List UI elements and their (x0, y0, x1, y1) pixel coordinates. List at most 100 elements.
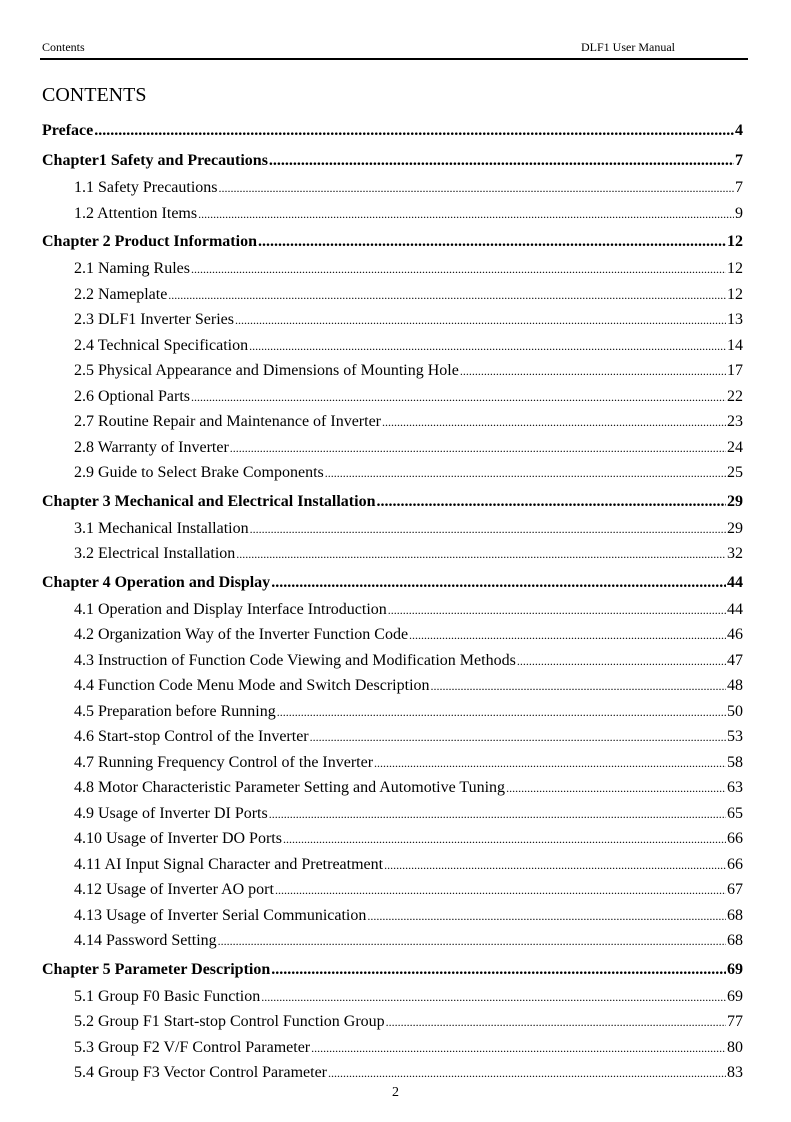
toc-section-entry[interactable]: 2.5 Physical Appearance and Dimensions o… (42, 358, 743, 384)
toc-section-entry[interactable]: 5.2 Group F1 Start-stop Control Function… (42, 1009, 743, 1035)
toc-entry-page: 23 (727, 413, 743, 430)
toc-section-entry[interactable]: 5.1 Group F0 Basic Function 69 (42, 984, 743, 1010)
toc-entry-label: Chapter1 Safety and Precautions (42, 152, 268, 169)
toc-entry-label: 5.4 Group F3 Vector Control Parameter (74, 1064, 327, 1081)
toc-entry-label: 5.3 Group F2 V/F Control Parameter (74, 1038, 311, 1056)
toc-chapter-entry[interactable]: Chapter 3 Mechanical and Electrical Inst… (42, 487, 743, 516)
toc-entry-label: 2.3 DLF1 Inverter Series (74, 311, 234, 328)
toc-section-entry[interactable]: 2.1 Naming Rules 12 (42, 256, 743, 282)
dot-leader (275, 877, 726, 903)
toc-entry-page: 32 (727, 545, 743, 562)
toc-chapter-entry[interactable]: Chapter 2 Product Information 12 (42, 227, 743, 256)
toc-entry-page: 63 (727, 779, 743, 796)
toc-section-entry[interactable]: 4.4 Function Code Menu Mode and Switch D… (42, 673, 743, 699)
toc-section-entry[interactable]: 4.11 AI Input Signal Character and Pretr… (42, 852, 743, 878)
toc-section-entry[interactable]: 4.8 Motor Characteristic Parameter Setti… (42, 775, 743, 801)
table-of-contents: Preface 4 Chapter1 Safety and Precautions 7… (42, 115, 743, 1086)
dot-leader (310, 724, 726, 750)
toc-section-entry[interactable]: 4.14 Password Setting 68 (42, 928, 743, 954)
toc-entry-page: 22 (727, 387, 743, 405)
toc-entry-label: Chapter 3 Mechanical and Electrical Inst… (42, 492, 376, 510)
toc-entry-page: 9 (735, 204, 743, 222)
toc-entry-label: 4.11 AI Input Signal Character and Pretr… (74, 855, 384, 873)
toc-section-entry[interactable]: 1.1 Safety Precautions 7 (42, 175, 743, 201)
dot-leader (283, 826, 726, 852)
toc-section-entry[interactable]: 1.2 Attention Items 9 (42, 201, 743, 227)
toc-section-entry[interactable]: 2.7 Routine Repair and Maintenance of In… (42, 409, 743, 435)
toc-entry-label: 4.6 Start-stop Control of the Inverter (74, 728, 309, 745)
dot-leader (388, 597, 726, 623)
dot-leader (235, 307, 726, 333)
toc-entry-label: 4.12 Usage of Inverter AO port (74, 881, 274, 898)
toc-section-entry[interactable]: 4.12 Usage of Inverter AO port 67 (42, 877, 743, 903)
toc-entry-page: 53 (727, 728, 743, 745)
toc-section-entry[interactable]: 4.3 Instruction of Function Code Viewing… (42, 648, 743, 674)
running-header-right: DLF1 User Manual (581, 40, 675, 54)
toc-entry-page: 4 (735, 122, 743, 139)
toc-entry-label: 4.9 Usage of Inverter DI Ports (74, 804, 268, 822)
toc-entry-label: 3.2 Electrical Installation (74, 545, 236, 562)
toc-entry-label: 2.4 Technical Specification (74, 336, 249, 354)
toc-entry-label: 2.8 Warranty of Inverter (74, 438, 229, 456)
toc-section-entry[interactable]: 5.4 Group F3 Vector Control Parameter 83 (42, 1060, 743, 1086)
toc-section-entry[interactable]: 4.10 Usage of Inverter DO Ports 66 (42, 826, 743, 852)
toc-entry-page: 12 (727, 285, 743, 303)
toc-section-entry[interactable]: 2.9 Guide to Select Brake Components 25 (42, 460, 743, 486)
page-title: CONTENTS (42, 84, 147, 106)
toc-section-entry[interactable]: 4.9 Usage of Inverter DI Ports 65 (42, 801, 743, 827)
toc-entry-label: Chapter 4 Operation and Display (42, 573, 271, 591)
toc-entry-label: 2.6 Optional Parts (74, 387, 190, 405)
toc-entry-page: 68 (727, 906, 743, 924)
dot-leader (277, 699, 726, 725)
toc-entry-label: 1.1 Safety Precautions (74, 179, 218, 196)
toc-section-entry[interactable]: 2.3 DLF1 Inverter Series 13 (42, 307, 743, 333)
toc-section-entry[interactable]: 4.2 Organization Way of the Inverter Fun… (42, 622, 743, 648)
dot-leader (168, 282, 726, 308)
toc-entry-label: 2.2 Nameplate (74, 285, 168, 303)
toc-chapter-entry[interactable]: Preface 4 (42, 116, 743, 145)
dot-leader (376, 487, 726, 516)
dot-leader (219, 175, 734, 201)
toc-entry-label: 4.13 Usage of Inverter Serial Communicat… (74, 906, 367, 924)
toc-entry-page: 12 (727, 260, 743, 277)
toc-section-entry[interactable]: 3.2 Electrical Installation 32 (42, 541, 743, 567)
toc-section-entry[interactable]: 2.2 Nameplate 12 (42, 282, 743, 308)
toc-section-entry[interactable]: 5.3 Group F2 V/F Control Parameter 80 (42, 1035, 743, 1061)
toc-section-entry[interactable]: 4.6 Start-stop Control of the Inverter 53 (42, 724, 743, 750)
toc-entry-page: 77 (727, 1013, 743, 1030)
toc-entry-page: 47 (727, 651, 743, 669)
toc-section-entry[interactable]: 4.13 Usage of Inverter Serial Communicat… (42, 903, 743, 929)
dot-leader (258, 227, 726, 256)
dot-leader (460, 358, 726, 384)
toc-entry-page: 14 (727, 336, 743, 354)
toc-section-entry[interactable]: 2.8 Warranty of Inverter 24 (42, 435, 743, 461)
toc-entry-label: 4.1 Operation and Display Interface Intr… (74, 600, 387, 618)
toc-section-entry[interactable]: 2.4 Technical Specification 14 (42, 333, 743, 359)
toc-section-entry[interactable]: 4.1 Operation and Display Interface Intr… (42, 597, 743, 623)
toc-entry-label: 2.7 Routine Repair and Maintenance of In… (74, 413, 381, 430)
toc-chapter-entry[interactable]: Chapter 4 Operation and Display 44 (42, 568, 743, 597)
toc-chapter-entry[interactable]: Chapter1 Safety and Precautions 7 (42, 146, 743, 175)
toc-entry-label: Chapter 5 Parameter Description (42, 960, 271, 978)
toc-chapter-entry[interactable]: Chapter 5 Parameter Description 69 (42, 955, 743, 984)
toc-section-entry[interactable]: 2.6 Optional Parts 22 (42, 384, 743, 410)
page-number: 2 (392, 1085, 399, 1100)
toc-entry-label: 2.9 Guide to Select Brake Components (74, 464, 324, 481)
dot-leader (236, 541, 726, 567)
toc-entry-page: 69 (727, 987, 743, 1005)
dot-leader (409, 622, 726, 648)
toc-section-entry[interactable]: 4.7 Running Frequency Control of the Inv… (42, 750, 743, 776)
toc-section-entry[interactable]: 4.5 Preparation before Running 50 (42, 699, 743, 725)
toc-entry-page: 13 (727, 311, 743, 328)
toc-section-entry[interactable]: 3.1 Mechanical Installation 29 (42, 516, 743, 542)
toc-entry-page: 80 (727, 1038, 743, 1056)
toc-entry-page: 25 (727, 464, 743, 481)
toc-entry-page: 29 (727, 492, 743, 510)
dot-leader (249, 333, 726, 359)
toc-entry-label: 4.5 Preparation before Running (74, 702, 276, 720)
dot-leader (374, 750, 726, 776)
toc-entry-label: 3.1 Mechanical Installation (74, 519, 249, 537)
toc-entry-page: 44 (727, 573, 743, 591)
dot-leader (311, 1035, 726, 1061)
toc-entry-page: 58 (727, 753, 743, 771)
